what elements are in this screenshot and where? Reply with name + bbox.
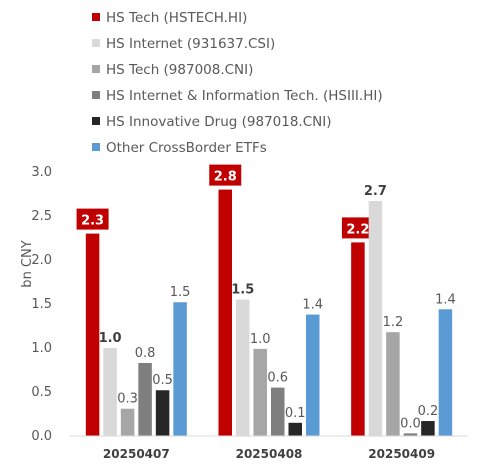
x-tick-label: 20250407 <box>103 447 170 461</box>
y-tick-label: 1.5 <box>31 297 52 312</box>
bar <box>155 390 170 436</box>
y-tick-label: 2.0 <box>31 253 52 268</box>
legend-swatch <box>92 117 100 125</box>
data-label-badge <box>209 164 242 186</box>
legend-label: Other CrossBorder ETFs <box>106 140 267 156</box>
legend-swatch <box>92 143 100 151</box>
bar <box>438 309 453 436</box>
legend-swatch <box>92 91 100 99</box>
bar <box>271 387 285 436</box>
legend-swatch <box>92 65 100 73</box>
bar <box>138 362 152 436</box>
y-tick-label: 0.5 <box>31 385 52 400</box>
bar <box>236 299 250 436</box>
data-label: 1.5 <box>231 283 254 298</box>
data-label: 1.4 <box>302 298 323 313</box>
bar <box>85 233 100 436</box>
bar <box>253 348 267 436</box>
x-tick-label: 20250408 <box>236 447 303 461</box>
y-tick-label: 3.0 <box>31 165 52 180</box>
data-label-badge <box>341 217 374 239</box>
legend-label: HS Internet (931637.CSI) <box>106 36 275 52</box>
bar <box>368 201 383 436</box>
bar <box>288 422 302 436</box>
legend: HS Tech (HSTECH.HI) HS Internet (931637.C… <box>92 10 383 156</box>
data-label-badge <box>76 208 109 230</box>
data-label: 1.4 <box>435 292 456 307</box>
bar <box>351 242 365 436</box>
bar <box>421 421 435 436</box>
data-label: 0.6 <box>267 371 288 386</box>
data-label: 0.3 <box>117 392 138 407</box>
data-label: 2.2 <box>346 222 369 237</box>
bar <box>386 332 400 436</box>
data-label: 0.5 <box>152 373 173 388</box>
legend-swatch <box>92 39 100 47</box>
legend-label: HS Tech (HSTECH.HI) <box>106 10 247 26</box>
data-label: 0.8 <box>135 346 156 361</box>
x-axis: 20250407 20250408 20250409 <box>70 435 468 461</box>
data-label: 2.8 <box>214 170 237 185</box>
y-tick-label: 2.5 <box>31 209 52 224</box>
legend-label: HS Internet & Information Tech. (HSIII.H… <box>106 88 383 104</box>
data-label: 1.5 <box>170 285 191 300</box>
x-tick-label: 20250409 <box>368 447 435 461</box>
data-label: 2.7 <box>364 184 387 199</box>
data-label: 1.0 <box>250 332 271 347</box>
bar <box>103 348 117 436</box>
data-label: 0.1 <box>285 406 306 421</box>
y-axis-label: bn CNY <box>20 240 35 287</box>
y-tick-label: 1.0 <box>31 341 52 356</box>
data-label: 1.0 <box>99 331 122 346</box>
legend-label: HS Tech (987008.CNI) <box>106 62 253 78</box>
bars: 2.3 1.0 0.3 0.8 0.5 1.5 2.8 1.5 1.0 0.6 0.1 1.4 2.2 2… <box>76 164 456 436</box>
bar <box>173 302 187 436</box>
legend-swatch <box>92 13 100 21</box>
y-axis: 0.0 0.5 1.0 1.5 2.0 2.5 3.0 bn CNY <box>20 165 52 444</box>
data-label: 0.0 <box>400 416 421 431</box>
data-label: 1.2 <box>383 315 404 330</box>
bar <box>306 314 320 436</box>
bar <box>218 189 232 436</box>
bar <box>120 408 135 436</box>
data-label: 2.3 <box>81 214 104 229</box>
y-tick-label: 0.0 <box>31 429 52 444</box>
legend-label: HS Innovative Drug (987018.CNI) <box>106 114 332 130</box>
data-label: 0.2 <box>418 404 439 419</box>
bar <box>403 433 418 436</box>
